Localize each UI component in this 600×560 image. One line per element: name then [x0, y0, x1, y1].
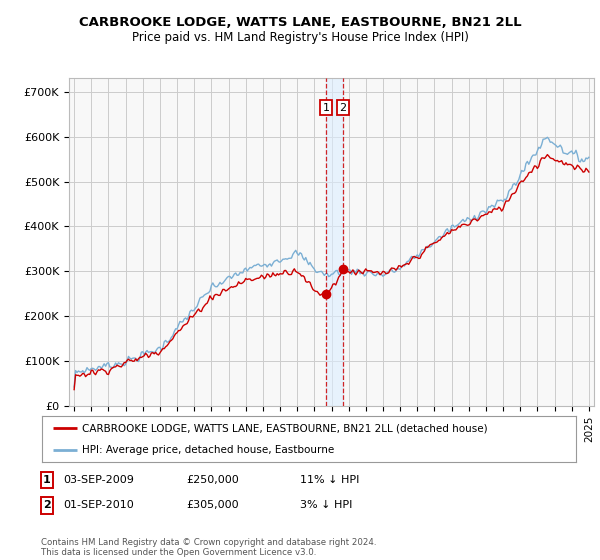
- Text: 11% ↓ HPI: 11% ↓ HPI: [300, 475, 359, 485]
- Text: CARBROOKE LODGE, WATTS LANE, EASTBOURNE, BN21 2LL (detached house): CARBROOKE LODGE, WATTS LANE, EASTBOURNE,…: [82, 423, 488, 433]
- Text: Contains HM Land Registry data © Crown copyright and database right 2024.
This d: Contains HM Land Registry data © Crown c…: [41, 538, 376, 557]
- Text: 01-SEP-2010: 01-SEP-2010: [63, 500, 134, 510]
- Text: 2: 2: [340, 102, 347, 113]
- Text: Price paid vs. HM Land Registry's House Price Index (HPI): Price paid vs. HM Land Registry's House …: [131, 31, 469, 44]
- Text: HPI: Average price, detached house, Eastbourne: HPI: Average price, detached house, East…: [82, 445, 334, 455]
- Text: £250,000: £250,000: [186, 475, 239, 485]
- Text: 1: 1: [322, 102, 329, 113]
- Text: 3% ↓ HPI: 3% ↓ HPI: [300, 500, 352, 510]
- Text: CARBROOKE LODGE, WATTS LANE, EASTBOURNE, BN21 2LL: CARBROOKE LODGE, WATTS LANE, EASTBOURNE,…: [79, 16, 521, 29]
- Text: £305,000: £305,000: [186, 500, 239, 510]
- Text: 2: 2: [43, 500, 50, 510]
- Bar: [326, 78, 343, 406]
- Text: 1: 1: [43, 475, 50, 485]
- Text: 03-SEP-2009: 03-SEP-2009: [63, 475, 134, 485]
